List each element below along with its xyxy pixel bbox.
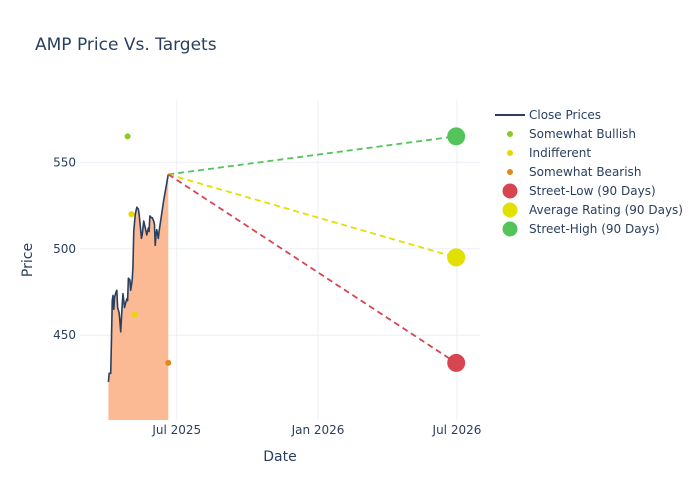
markers-layer	[124, 127, 466, 372]
chart-title: AMP Price Vs. Targets	[35, 35, 217, 55]
x-tick-label: Jul 2026	[432, 423, 482, 437]
legend-item: Indifferent	[507, 146, 591, 160]
legend-swatch-dot	[502, 221, 518, 237]
legend-label: Indifferent	[529, 146, 591, 160]
legend-swatch-dot	[507, 150, 513, 156]
legend-swatch-dot	[507, 131, 513, 137]
close-price-line	[107, 174, 170, 383]
y-tick-label: 500	[53, 242, 76, 256]
legend-label: Street-Low (90 Days)	[529, 184, 656, 198]
target-point-street-low	[447, 353, 466, 372]
legend-item: Average Rating (90 Days)	[502, 202, 683, 218]
legend-label: Close Prices	[529, 108, 601, 122]
legend-swatch-dot	[502, 202, 518, 218]
y-tick-label: 550	[53, 155, 76, 169]
close-price-line-layer	[107, 174, 170, 383]
legend-swatch-dot	[502, 183, 518, 199]
legend-item: Somewhat Bullish	[507, 127, 636, 141]
legend-label: Average Rating (90 Days)	[529, 203, 683, 217]
close-price-area	[108, 174, 169, 420]
target-point-average	[447, 248, 466, 267]
target-point-street-high	[447, 127, 466, 146]
legend-label: Somewhat Bullish	[529, 127, 636, 141]
x-tick-label: Jul 2025	[151, 423, 201, 437]
legend-label: Somewhat Bearish	[529, 165, 641, 179]
y-axis-title: Price	[20, 243, 36, 277]
axis-tick-labels: 450 500 550 Jul 2025 Jan 2026 Jul 2026	[53, 155, 481, 437]
legend-item: Close Prices	[495, 108, 601, 122]
x-tick-label: Jan 2026	[291, 423, 345, 437]
legend-item: Street-High (90 Days)	[502, 221, 660, 237]
rating-point-somewhat-bearish	[165, 359, 172, 366]
target-line-street-high	[168, 135, 457, 176]
legend-item: Somewhat Bearish	[507, 165, 641, 179]
close-price-area-layer	[108, 174, 169, 420]
target-lines-layer	[167, 135, 457, 364]
rating-point-indifferent	[131, 311, 138, 318]
legend-label: Street-High (90 Days)	[529, 222, 660, 236]
legend-swatch-dot	[507, 169, 513, 175]
target-line-street-low	[167, 173, 457, 364]
rating-point-somewhat-bullish	[124, 133, 131, 140]
rating-point-indifferent	[128, 211, 135, 218]
x-axis-title: Date	[263, 449, 296, 465]
legend: Close Prices Somewhat Bullish Indifferent S…	[495, 108, 683, 237]
legend-item: Street-Low (90 Days)	[502, 183, 656, 199]
y-tick-label: 450	[53, 328, 76, 342]
